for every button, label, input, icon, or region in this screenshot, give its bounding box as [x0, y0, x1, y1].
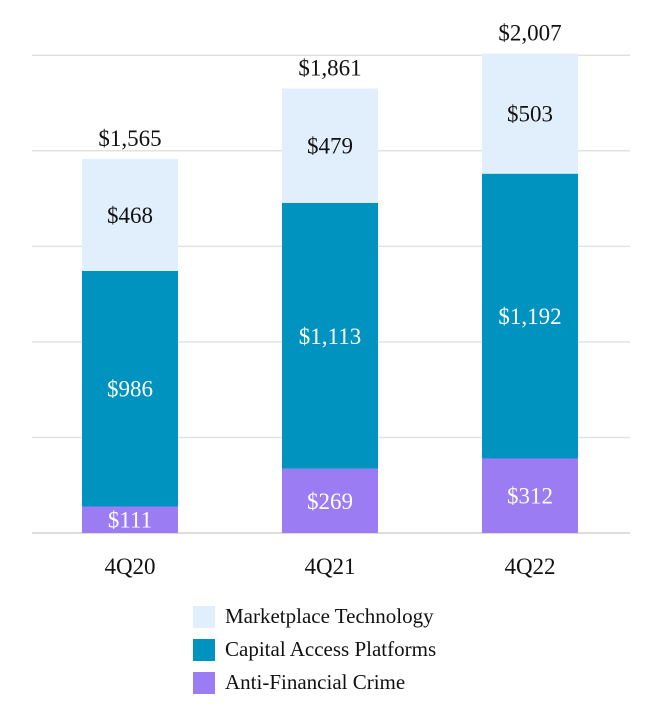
bar-segment-cap-4q22 — [482, 173, 578, 459]
legend-swatch-afc — [193, 671, 215, 694]
data-label-mkt-4q20: $468 — [107, 203, 153, 228]
total-label-4q20: $1,565 — [98, 126, 161, 151]
legend-swatch-cap — [193, 638, 215, 661]
data-label-mkt-4q21: $479 — [307, 134, 353, 159]
legend-swatch-mkt — [193, 605, 215, 628]
x-tick-label-4q22: 4Q22 — [504, 554, 555, 579]
data-label-cap-4q21: $1,113 — [299, 324, 361, 349]
legend-item-afc: Anti-Financial Crime — [193, 666, 436, 699]
legend: Marketplace Technology Capital Access Pla… — [193, 600, 436, 699]
bar-segment-mkt-4q22 — [482, 53, 578, 174]
bar-segment-cap-4q21 — [282, 202, 378, 469]
legend-label-cap: Capital Access Platforms — [225, 637, 437, 661]
data-label-afc-4q21: $269 — [307, 489, 353, 514]
legend-item-mkt: Marketplace Technology — [193, 600, 436, 633]
bar-segment-afc-4q22 — [482, 458, 578, 533]
x-tick-label-4q21: 4Q21 — [304, 554, 355, 579]
total-label-4q22: $2,007 — [498, 21, 561, 46]
legend-item-cap: Capital Access Platforms — [193, 633, 436, 666]
data-label-afc-4q22: $312 — [507, 484, 553, 509]
legend-label-afc: Anti-Financial Crime — [225, 670, 406, 694]
data-label-cap-4q20: $986 — [107, 377, 153, 402]
bar-segment-afc-4q21 — [282, 468, 378, 533]
bar-segment-mkt-4q20 — [82, 159, 178, 271]
stacked-bar-chart: $111 $986 $468 $1,565 4Q20 $269 $1,113 $479 $1,8… — [32, 21, 630, 579]
bar-segment-mkt-4q21 — [282, 88, 378, 203]
total-label-4q21: $1,861 — [298, 55, 361, 80]
legend-label-mkt: Marketplace Technology — [225, 604, 434, 628]
bar-segment-cap-4q20 — [82, 270, 178, 507]
data-label-afc-4q20: $111 — [108, 508, 152, 533]
bar-segment-afc-4q20 — [82, 506, 178, 533]
x-tick-label-4q20: 4Q20 — [104, 554, 155, 579]
data-label-mkt-4q22: $503 — [507, 102, 553, 127]
data-label-cap-4q22: $1,192 — [498, 304, 561, 329]
